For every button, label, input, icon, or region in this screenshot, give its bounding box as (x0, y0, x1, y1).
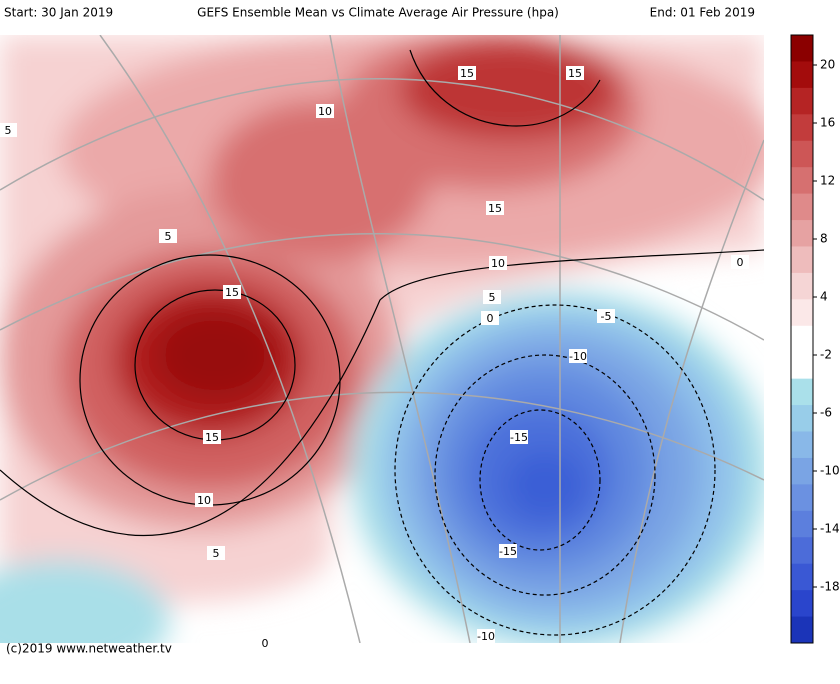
contour-label-bg (569, 349, 587, 363)
colorbar-band (791, 167, 813, 195)
map-title: GEFS Ensemble Mean vs Climate Average Ai… (197, 6, 559, 20)
colorbar: 20 16 12 8 4 -2 -6 -10 -14 -18 (790, 34, 840, 644)
colorbar-band (791, 246, 813, 274)
start-date: Start: 30 Jan 2019 (4, 6, 113, 20)
colorbar-band (791, 510, 813, 538)
contour-label-bg (731, 255, 749, 269)
colorbar-band (791, 325, 813, 353)
contour-label: 0 (737, 256, 744, 269)
contour-label: 5 (213, 547, 220, 560)
contour-label-bg (477, 629, 495, 643)
contour-label-bg (566, 66, 584, 80)
contour-labels: 15 15 10 5 5 15 15 10 5 0 0 -5 -10 -15 15 10 5 -15 -10 0 (0, 66, 749, 650)
contour-label-bg (0, 123, 17, 137)
contour-label: 5 (5, 124, 12, 137)
colorbar-band (791, 590, 813, 618)
colorbar-tick-label: 8 (820, 232, 828, 246)
graticule (0, 35, 764, 643)
colorbar-frame (790, 34, 814, 644)
colorbar-band (791, 220, 813, 247)
contour-label-bg (499, 544, 517, 558)
contour-label: 15 (460, 67, 474, 80)
contour-label-bg (510, 430, 528, 444)
contour-label-bg (489, 256, 507, 270)
colorbar-band (791, 61, 813, 89)
colorbar-band (791, 352, 813, 380)
contour-label: -10 (477, 630, 495, 643)
contour-label: 15 (568, 67, 582, 80)
contour-label: 5 (165, 230, 172, 243)
colorbar-band (791, 616, 813, 644)
colorbar-band (791, 140, 813, 168)
map (0, 35, 764, 643)
contour-label-bg (195, 493, 213, 507)
contour-label-bg (597, 309, 615, 323)
contour-label: -10 (569, 350, 587, 363)
colorbar-tick-label: -10 (820, 464, 840, 478)
contour-label-bg (256, 636, 274, 650)
end-date: End: 01 Feb 2019 (650, 6, 755, 20)
colorbar-tick-label: 20 (820, 58, 835, 72)
colorbar-tick-label: 16 (820, 116, 835, 130)
copyright: (c)2019 www.netweather.tv (6, 642, 172, 656)
contour-label-bg (481, 311, 499, 325)
contour-label-bg (223, 285, 241, 299)
colorbar-tick-label: -6 (820, 406, 832, 420)
colorbar-tick-label: -18 (820, 580, 840, 594)
contour-label: 10 (197, 494, 211, 507)
contour-label: 10 (318, 105, 332, 118)
colorbar-band (791, 563, 813, 591)
contour-label: -15 (510, 431, 528, 444)
contour-label: -5 (601, 310, 612, 323)
contours (0, 49, 764, 636)
colorbar-band (791, 35, 813, 62)
colorbar-band (791, 378, 813, 406)
contour-label-bg (316, 104, 334, 118)
colorbar-band (791, 484, 813, 512)
contour-label-bg (159, 229, 177, 243)
contour-label-bg (207, 546, 225, 560)
colorbar-band (791, 299, 813, 327)
contour-label: 0 (487, 312, 494, 325)
colorbar-band (791, 537, 813, 565)
contour-label: 15 (225, 286, 239, 299)
colorbar-tick-label: -2 (820, 348, 832, 362)
contour-label: 0 (262, 637, 269, 650)
colorbar-band (791, 457, 813, 485)
contour-label: 10 (491, 257, 505, 270)
contour-label-bg (458, 66, 476, 80)
colorbar-band (791, 405, 813, 433)
colorbar-band (791, 114, 813, 142)
colorbar-tick-label: 4 (820, 290, 828, 304)
contour-label: -15 (499, 545, 517, 558)
contour-label: 15 (488, 202, 502, 215)
contour-label-bg (483, 290, 501, 304)
colorbar-band (791, 431, 813, 459)
colorbar-band (791, 87, 813, 115)
colorbar-band (791, 193, 813, 221)
colorbar-tick-label: -14 (820, 522, 840, 536)
colorbar-tick-label: 12 (820, 174, 835, 188)
contour-label-bg (486, 201, 504, 215)
contour-label: 5 (489, 291, 496, 304)
contour-label-bg (203, 430, 221, 444)
contour-label: 15 (205, 431, 219, 444)
colorbar-band (791, 272, 813, 300)
